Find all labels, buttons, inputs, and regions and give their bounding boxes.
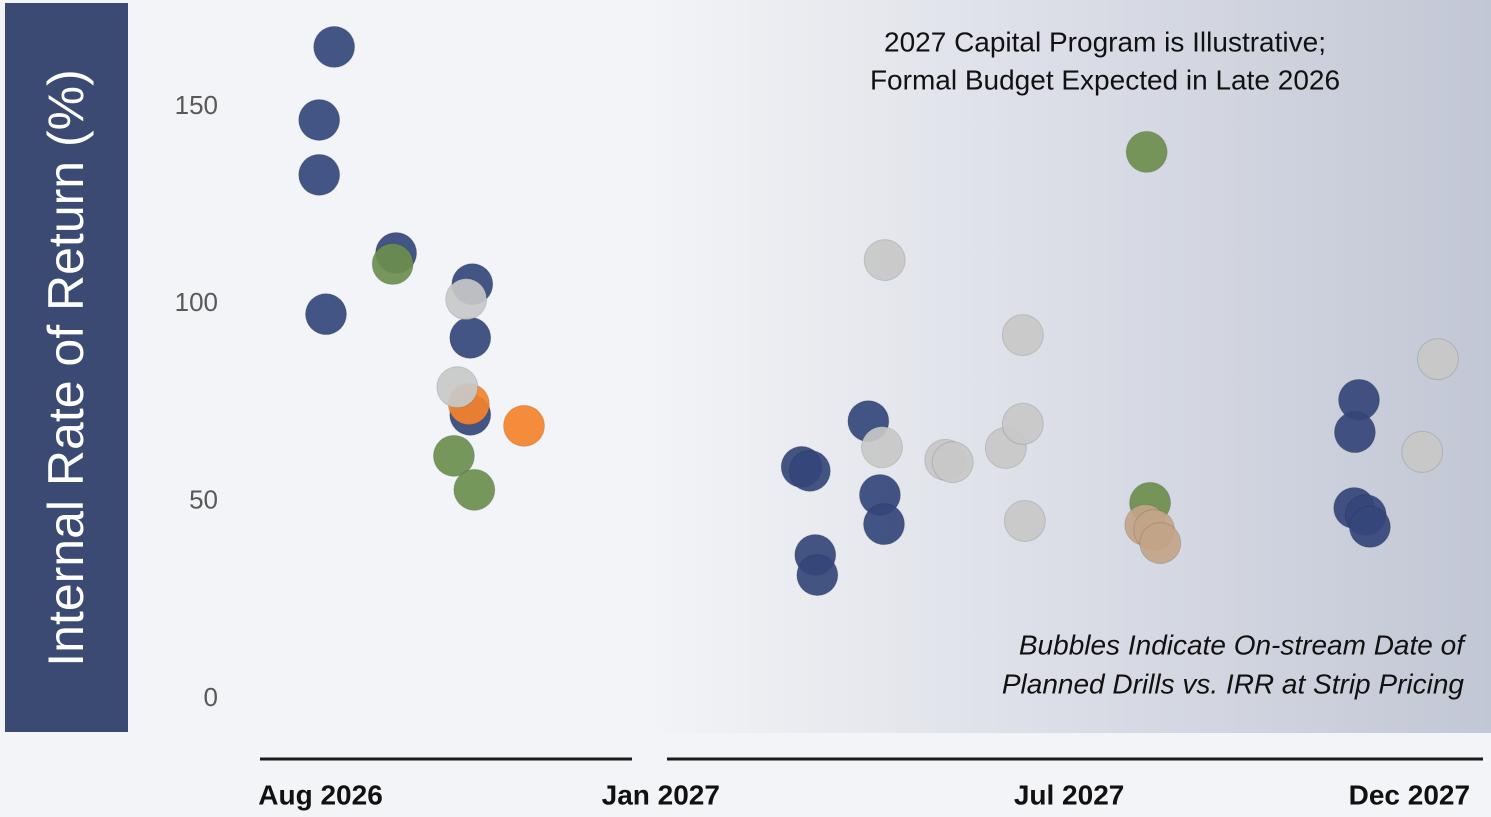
bubble (298, 153, 341, 196)
bubble (503, 404, 546, 447)
bubble (1139, 522, 1182, 565)
bubble (862, 503, 905, 546)
x-tick-label: Jul 2027 (1014, 779, 1125, 810)
bubble (796, 554, 839, 597)
x-tick-label: Dec 2027 (1349, 779, 1470, 810)
bubble (436, 366, 479, 409)
y-tick-label: 150 (175, 90, 218, 120)
bubble (449, 316, 492, 359)
bubble (931, 441, 974, 484)
bubble (1001, 402, 1044, 445)
bubble (788, 449, 831, 492)
annotation: Formal Budget Expected in Late 2026 (870, 64, 1340, 95)
bubble (1333, 411, 1376, 454)
y-tick-label: 0 (204, 682, 218, 712)
bubble (298, 98, 341, 141)
x-tick-label: Jan 2027 (602, 779, 720, 810)
bubble (1348, 505, 1391, 548)
bubble (304, 293, 347, 336)
annotation: Bubbles Indicate On-stream Date of (1019, 629, 1467, 660)
x-tick-label: Aug 2026 (258, 779, 383, 810)
y-label-panel (5, 3, 128, 732)
annotation: Planned Drills vs. IRR at Strip Pricing (1002, 668, 1465, 699)
bubble (1401, 430, 1444, 473)
y-axis-label: Internal Rate of Return (%) (38, 69, 94, 667)
bubble (313, 25, 356, 68)
y-tick-label: 100 (175, 287, 218, 317)
annotation: 2027 Capital Program is Illustrative; (884, 26, 1326, 57)
bubble (860, 426, 903, 469)
bubble (1003, 499, 1046, 542)
bubble (863, 239, 906, 282)
bubble (445, 278, 488, 321)
bubble (371, 243, 414, 286)
bubble (453, 468, 496, 511)
bubble (1125, 130, 1168, 173)
bubble (1001, 314, 1044, 357)
y-tick-label: 50 (189, 485, 218, 515)
bubble (1416, 338, 1459, 381)
bubble (432, 434, 475, 477)
plot-background (130, 0, 1491, 733)
